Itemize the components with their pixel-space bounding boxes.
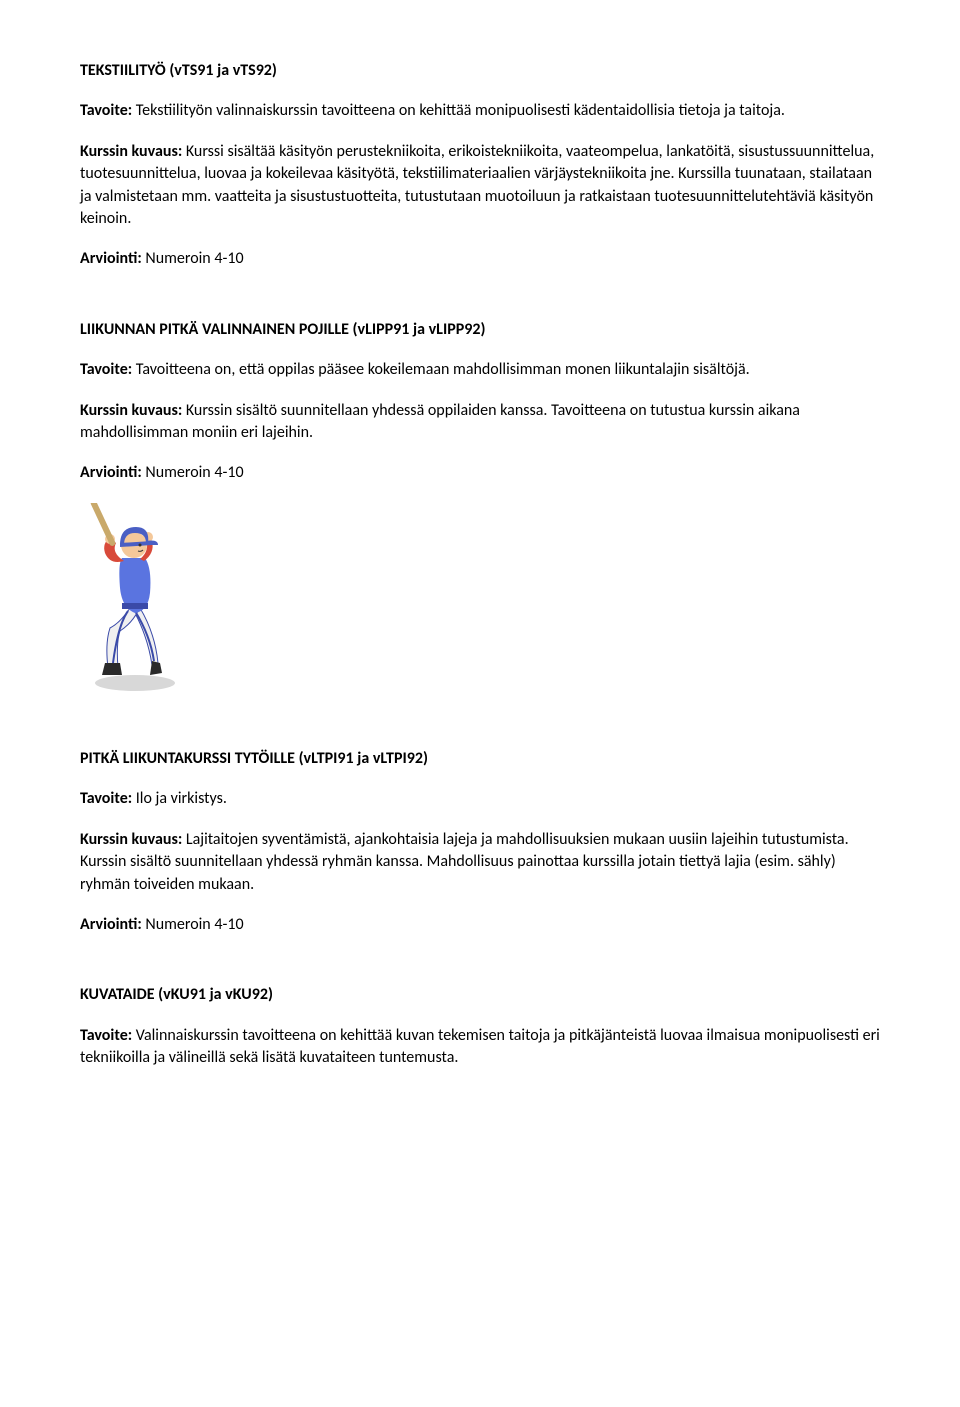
- block-tavoite: Tavoite: Valinnaiskurssin tavoitteena on…: [80, 1025, 880, 1070]
- label: Tavoite:: [80, 101, 132, 120]
- section-heading: KUVATAIDE (vKU91 ja vKU92): [80, 984, 880, 1006]
- label: Tavoite:: [80, 789, 132, 808]
- block-arviointi: Arviointi: Numeroin 4-10: [80, 248, 880, 270]
- block-kuvaus: Kurssin kuvaus: Kurssi sisältää käsityön…: [80, 141, 880, 231]
- baseball-player-icon: [80, 503, 880, 700]
- block-arviointi: Arviointi: Numeroin 4-10: [80, 914, 880, 936]
- label: Arviointi:: [80, 249, 142, 268]
- text: Tekstiilityön valinnaiskurssin tavoittee…: [132, 101, 785, 120]
- block-kuvaus: Kurssin kuvaus: Kurssin sisältö suunnite…: [80, 400, 880, 445]
- label: Arviointi:: [80, 915, 142, 934]
- block-tavoite: Tavoite: Ilo ja virkistys.: [80, 788, 880, 810]
- text: Numeroin 4-10: [142, 249, 244, 268]
- section-heading: LIIKUNNAN PITKÄ VALINNAINEN POJILLE (vLI…: [80, 319, 880, 341]
- text: Kurssi sisältää käsityön perustekniikoit…: [80, 142, 874, 228]
- label: Arviointi:: [80, 463, 142, 482]
- block-arviointi: Arviointi: Numeroin 4-10: [80, 462, 880, 484]
- text: Lajitaitojen syventämistä, ajankohtaisia…: [80, 830, 849, 894]
- label: Kurssin kuvaus:: [80, 142, 182, 161]
- block-tavoite: Tavoite: Tavoitteena on, että oppilas pä…: [80, 359, 880, 381]
- block-kuvaus: Kurssin kuvaus: Lajitaitojen syventämist…: [80, 829, 880, 896]
- text: Valinnaiskurssin tavoitteena on kehittää…: [80, 1026, 880, 1067]
- label: Tavoite:: [80, 1026, 132, 1045]
- text: Ilo ja virkistys.: [132, 789, 227, 808]
- course-section-liikunta-pojille: LIIKUNNAN PITKÄ VALINNAINEN POJILLE (vLI…: [80, 319, 880, 700]
- text: Tavoitteena on, että oppilas pääsee koke…: [132, 360, 750, 379]
- label: Kurssin kuvaus:: [80, 830, 182, 849]
- text: Kurssin sisältö suunnitellaan yhdessä op…: [80, 401, 800, 442]
- text: Numeroin 4-10: [142, 463, 244, 482]
- text: Numeroin 4-10: [142, 915, 244, 934]
- section-heading: PITKÄ LIIKUNTAKURSSI TYTÖILLE (vLTPI91 j…: [80, 748, 880, 770]
- label: Kurssin kuvaus:: [80, 401, 182, 420]
- label: Tavoite:: [80, 360, 132, 379]
- course-section-kuvataide: KUVATAIDE (vKU91 ja vKU92) Tavoite: Vali…: [80, 984, 880, 1069]
- course-section-liikunta-tytoille: PITKÄ LIIKUNTAKURSSI TYTÖILLE (vLTPI91 j…: [80, 748, 880, 936]
- block-tavoite: Tavoite: Tekstiilityön valinnaiskurssin …: [80, 100, 880, 122]
- section-heading: TEKSTIILITYÖ (vTS91 ja vTS92): [80, 60, 880, 82]
- course-section-tekstiilityo: TEKSTIILITYÖ (vTS91 ja vTS92) Tavoite: T…: [80, 60, 880, 271]
